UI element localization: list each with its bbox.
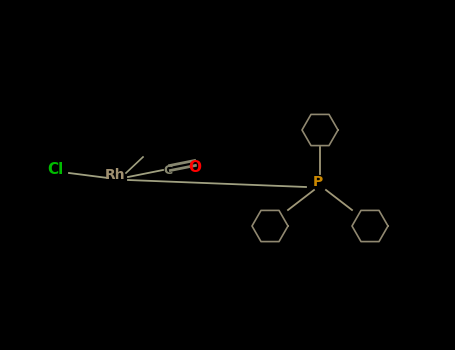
Text: C: C (163, 163, 172, 176)
Text: O: O (188, 161, 202, 175)
Text: Cl: Cl (47, 162, 63, 177)
Text: P: P (313, 175, 323, 189)
Text: Rh: Rh (105, 168, 125, 182)
